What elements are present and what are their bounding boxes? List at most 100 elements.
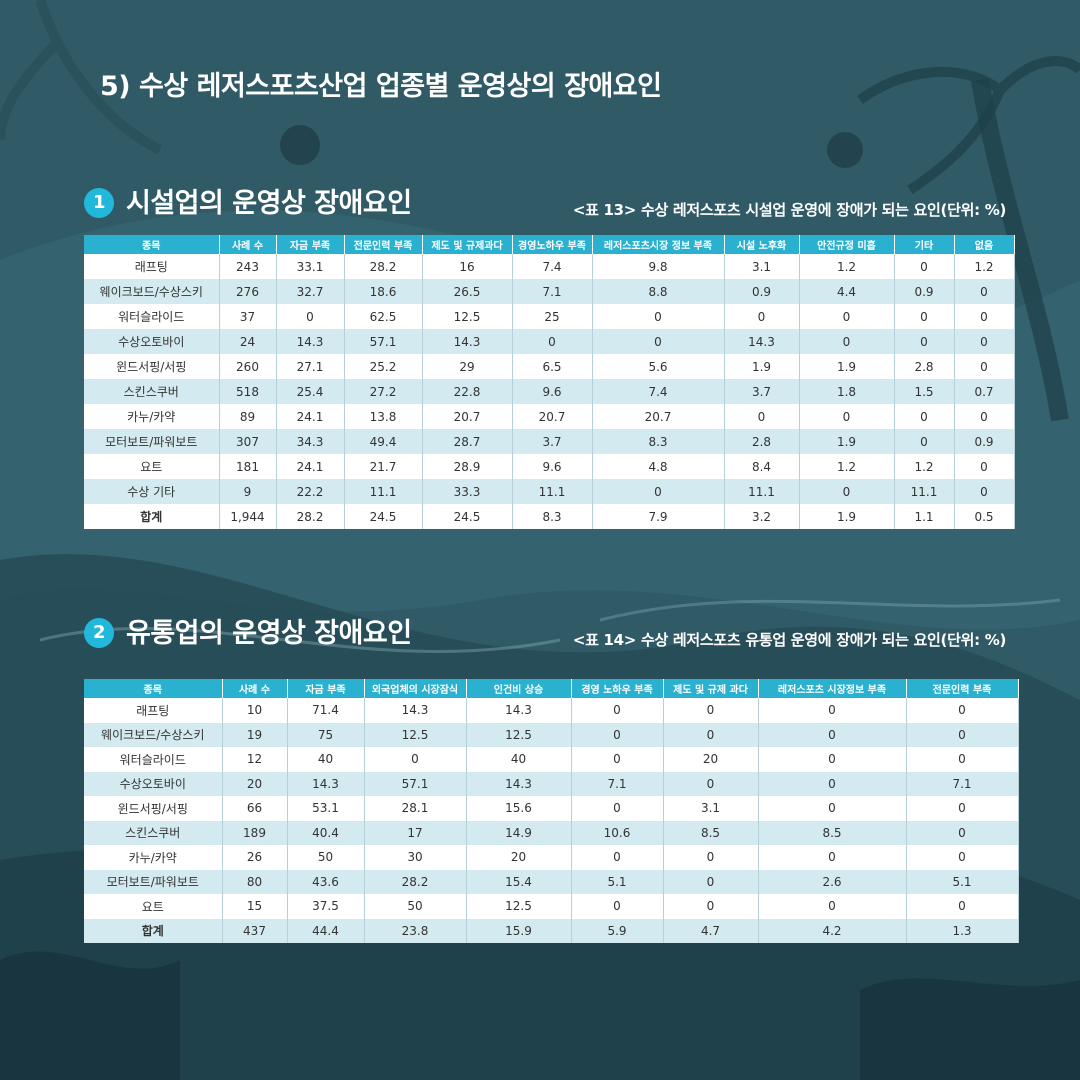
table-row: 모터보트/파워보트 307 34.3 49.4 28.7 3.7 8.3 2.8 1.9 0 0.9 [84, 429, 1015, 454]
table-cell: 12.5 [466, 894, 572, 919]
table-cell: 66 [222, 796, 288, 821]
table-cell: 0 [758, 894, 907, 919]
table-cell: 0 [663, 771, 759, 796]
table-cell: 28.2 [276, 504, 345, 529]
table-cell: 27.2 [344, 379, 423, 404]
table-cell: 0 [364, 747, 467, 772]
table-cell: 19 [222, 722, 288, 747]
column-header: 경영 노하우 부족 [571, 679, 664, 698]
table-cell: 0 [894, 329, 955, 354]
table-cell: 15 [222, 894, 288, 919]
table-cell: 33.1 [276, 254, 345, 279]
table-cell: 14.3 [364, 698, 467, 723]
row-label-cell: 스킨스쿠버 [84, 820, 223, 845]
table-row: 수상오토바이 24 14.3 57.1 14.3 0 0 14.3 0 0 0 [84, 329, 1015, 354]
table-cell: 20 [466, 845, 572, 870]
table-cell: 518 [219, 379, 277, 404]
table-cell: 20 [663, 747, 759, 772]
table-cell: 7.4 [592, 379, 725, 404]
table-row: 윈드서핑/서핑 66 53.1 28.1 15.6 0 3.1 0 0 [84, 796, 1019, 821]
table-cell: 22.2 [276, 479, 345, 504]
table-cell: 17 [364, 820, 467, 845]
table-cell: 44.4 [287, 918, 365, 943]
table-cell: 8.3 [592, 429, 725, 454]
table-cell: 1.1 [894, 504, 955, 529]
table-cell: 243 [219, 254, 277, 279]
table-row: 웨이크보드/수상스키 19 75 12.5 12.5 0 0 0 0 [84, 722, 1019, 747]
table-cell: 0 [571, 894, 664, 919]
table-cell: 1.2 [894, 454, 955, 479]
table-cell: 189 [222, 820, 288, 845]
table-cell: 49.4 [344, 429, 423, 454]
section-heading-text: 시설업의 운영상 장애요인 [126, 188, 412, 219]
table-cell: 2.8 [894, 354, 955, 379]
table-total-row: 합계 1,944 28.2 24.5 24.5 8.3 7.9 3.2 1.9 1.1 0.5 [84, 504, 1015, 529]
row-label-cell: 합계 [84, 504, 220, 529]
table-cell: 22.8 [422, 379, 513, 404]
table-cell: 8.3 [512, 504, 593, 529]
table-cell: 1.2 [954, 254, 1015, 279]
column-header: 종목 [84, 679, 223, 698]
table-cell: 0 [954, 479, 1015, 504]
row-label-cell: 워터슬라이드 [84, 747, 223, 772]
row-label-cell: 웨이크보드/수상스키 [84, 279, 220, 304]
table-cell: 0 [758, 771, 907, 796]
table-cell: 0 [954, 454, 1015, 479]
table-cell: 3.1 [663, 796, 759, 821]
table-row: 카누/카약 89 24.1 13.8 20.7 20.7 20.7 0 0 0 0 [84, 404, 1015, 429]
column-header: 전문인력 부족 [344, 235, 423, 254]
table-cell: 181 [219, 454, 277, 479]
table-cell: 20.7 [512, 404, 593, 429]
table-cell: 26 [222, 845, 288, 870]
table-cell: 20 [222, 771, 288, 796]
table-cell: 18.6 [344, 279, 423, 304]
column-header: 없음 [954, 235, 1015, 254]
section-heading-facility: 1 시설업의 운영상 장애요인 [84, 181, 412, 220]
table-cell: 12.5 [364, 722, 467, 747]
table-cell: 14.3 [422, 329, 513, 354]
table-row: 스킨스쿠버 518 25.4 27.2 22.8 9.6 7.4 3.7 1.8 1.5 0.7 [84, 379, 1015, 404]
section-number-badge: 2 [84, 617, 114, 648]
table-cell: 0 [571, 796, 664, 821]
table-cell: 0.9 [894, 279, 955, 304]
table-cell: 0 [512, 329, 593, 354]
table-cell: 2.8 [724, 429, 800, 454]
table-cell: 5.6 [592, 354, 725, 379]
table-cell: 3.1 [724, 254, 800, 279]
table-cell: 15.9 [466, 918, 572, 943]
table-cell: 0.5 [954, 504, 1015, 529]
column-header: 외국업체의 시장잠식 [364, 679, 467, 698]
table-cell: 5.1 [906, 869, 1019, 894]
table-cell: 1.9 [724, 354, 800, 379]
table-cell: 4.4 [799, 279, 895, 304]
table-cell: 3.7 [724, 379, 800, 404]
table-cell: 89 [219, 404, 277, 429]
table-cell: 0 [571, 698, 664, 723]
table-cell: 0 [571, 722, 664, 747]
row-label-cell: 합계 [84, 918, 223, 943]
table-cell: 25.2 [344, 354, 423, 379]
table-cell: 30 [364, 845, 467, 870]
table-cell: 16 [422, 254, 513, 279]
row-label-cell: 모터보트/파워보트 [84, 429, 220, 454]
row-label-cell: 윈드서핑/서핑 [84, 354, 220, 379]
table-cell: 0 [571, 845, 664, 870]
table-cell: 0 [954, 304, 1015, 329]
table-cell: 71.4 [287, 698, 365, 723]
table-cell: 7.1 [571, 771, 664, 796]
table-cell: 11.1 [344, 479, 423, 504]
column-header: 안전규정 미흡 [799, 235, 895, 254]
table-row: 카누/카약 26 50 30 20 0 0 0 0 [84, 845, 1019, 870]
section-heading-distribution: 2 유통업의 운영상 장애요인 [84, 611, 412, 650]
column-header: 사례 수 [222, 679, 288, 698]
column-header: 레저스포츠시장 정보 부족 [592, 235, 725, 254]
table-cell: 1,944 [219, 504, 277, 529]
table-cell: 24.1 [276, 404, 345, 429]
table-cell: 40 [287, 747, 365, 772]
table-cell: 0 [799, 479, 895, 504]
table-cell: 0 [724, 404, 800, 429]
table-cell: 8.8 [592, 279, 725, 304]
table-cell: 0 [663, 722, 759, 747]
table-cell: 0 [954, 279, 1015, 304]
table-cell: 12.5 [422, 304, 513, 329]
